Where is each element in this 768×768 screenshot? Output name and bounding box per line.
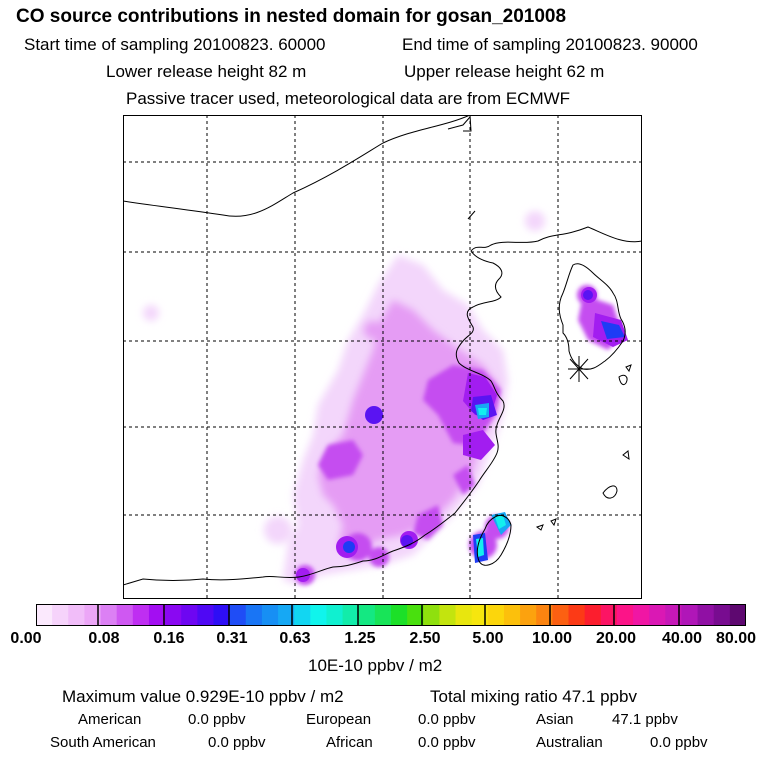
colorbar-tick-label: 80.00 [715,630,757,647]
colorbar-cell [342,604,360,626]
region-value-african: 0.0 ppbv [418,734,476,751]
colorbar-cell [213,604,231,626]
end-time-label: End time of sampling 20100823. 90000 [402,35,698,54]
region-label-european: European [306,711,372,728]
colorbar-cell [310,604,328,626]
colorbar-tick-label: 0.31 [216,630,248,647]
gosan-receptor-star-icon [568,356,590,382]
start-time-label: Start time of sampling 20100823. 60000 [24,35,326,54]
colorbar-cell [681,604,699,626]
colorbar-cell [148,604,166,626]
total-mixing-ratio: Total mixing ratio 47.1 ppbv [430,687,637,706]
graticule [123,115,642,599]
maximum-value: Maximum value 0.929E-10 ppbv / m2 [62,687,344,706]
colorbar-cell [568,604,586,626]
colorbar-cell [487,604,505,626]
region-label-australian: Australian [536,734,603,751]
colorbar-tick-label: 0.16 [153,630,185,647]
region-label-asian: Asian [536,711,574,728]
colorbar-tick-label: 40.00 [661,630,703,647]
colorbar-cell [36,604,53,626]
colorbar-cell [600,604,618,626]
region-value-european: 0.0 ppbv [418,711,476,728]
colorbar-tick-label: 2.50 [409,630,441,647]
colorbar-tick-label: 0.63 [279,630,311,647]
colorbar-frame [36,604,746,626]
colorbar-cell [358,604,376,626]
colorbar-tick-label: 20.00 [595,630,637,647]
colorbar-cell [407,604,424,626]
colorbar-cell [520,604,537,626]
colorbar-cell [552,604,570,626]
colorbar-cell [713,604,731,626]
region-value-south-american: 0.0 ppbv [208,734,266,751]
region-label-south-american: South American [50,734,156,751]
colorbar-cell [455,604,473,626]
colorbar-cells [36,604,746,626]
colorbar-cell [729,604,746,626]
colorbar-cell [278,604,295,626]
colorbar-cell [132,604,150,626]
region-value-american: 0.0 ppbv [188,711,246,728]
colorbar-cell [649,604,666,626]
coastlines [123,115,642,586]
colorbar-cell [261,604,279,626]
colorbar-cell [181,604,198,626]
colorbar-cell [165,604,182,626]
colorbar-cell [197,604,215,626]
colorbar-cell [665,604,683,626]
concentration-field [143,211,628,585]
colorbar-cell [100,604,118,626]
colorbar-cell [697,604,715,626]
colorbar-cell [423,604,441,626]
colorbar [36,604,746,626]
colorbar-tick-label: 10.00 [531,630,573,647]
colorbar-cell [245,604,263,626]
colorbar-units: 10E-10 ppbv / m2 [308,656,443,675]
map-frame [123,115,642,599]
colorbar-cell [503,604,521,626]
colorbar-tick-label: 0.00 [10,630,42,647]
colorbar-cell [471,604,489,626]
colorbar-dividers [97,604,680,626]
plot-title: CO source contributions in nested domain… [16,6,567,27]
colorbar-cell [439,604,457,626]
colorbar-cell [584,604,602,626]
region-label-african: African [326,734,373,751]
lower-height-label: Lower release height 82 m [106,62,307,81]
colorbar-cell [68,604,86,626]
colorbar-cell [374,604,392,626]
colorbar-cell [52,604,69,626]
colorbar-cell [633,604,650,626]
region-value-asian: 47.1 ppbv [612,711,678,728]
colorbar-cell [84,604,102,626]
colorbar-cell [326,604,344,626]
colorbar-cell [294,604,311,626]
region-label-american: American [78,711,142,728]
tracer-note: Passive tracer used, meteorological data… [126,89,571,108]
upper-height-label: Upper release height 62 m [404,62,605,81]
colorbar-tick-label: 0.08 [88,630,120,647]
colorbar-cell [536,604,553,626]
colorbar-cell [616,604,634,626]
colorbar-cell [229,604,247,626]
colorbar-cell [391,604,408,626]
colorbar-tick-label: 1.25 [344,630,376,647]
colorbar-cell [116,604,134,626]
colorbar-tick-label: 5.00 [472,630,504,647]
map-panel [123,115,642,599]
region-value-australian: 0.0 ppbv [650,734,708,751]
